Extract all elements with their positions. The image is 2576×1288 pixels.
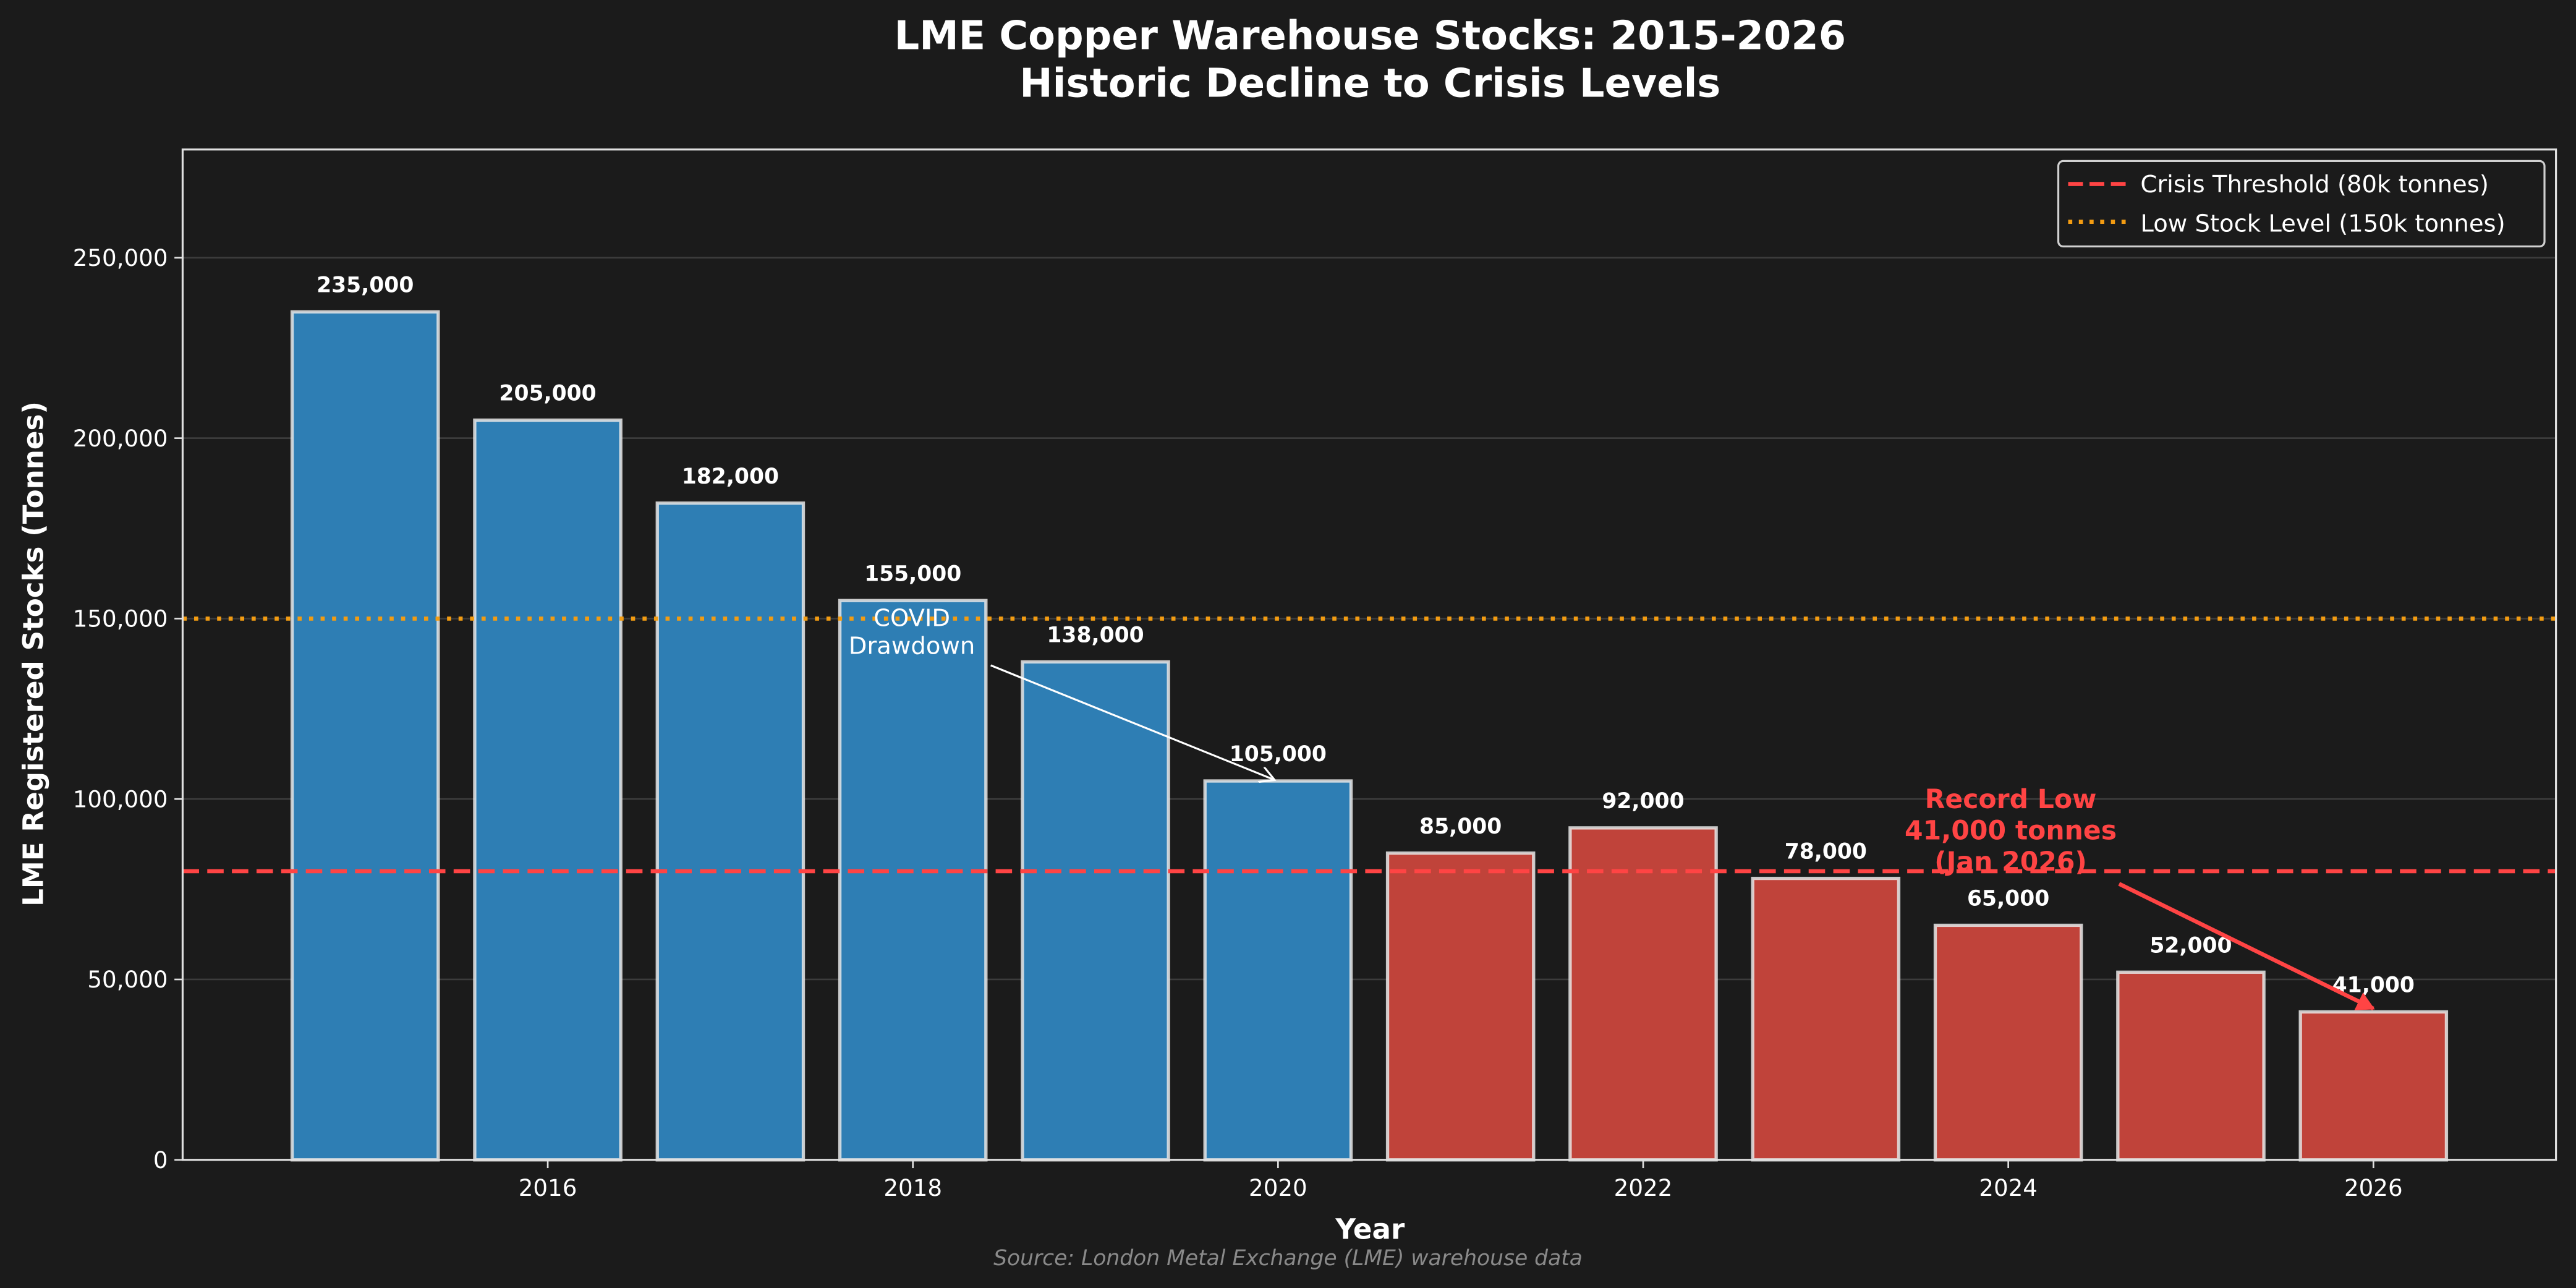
legend: Crisis Threshold (80k tonnes) Low Stock … [2057,160,2546,248]
bar-value-label: 65,000 [1967,887,2049,911]
covid-annotation-text: COVID [874,604,950,632]
bar-value-label: 85,000 [1419,814,1502,839]
record-low-annotation-text: Record Low [1925,785,2097,815]
bar [290,310,440,1162]
bar-value-label: 52,000 [2149,933,2232,958]
bar [1203,779,1353,1162]
bar [1385,851,1536,1162]
bar [1021,660,1170,1162]
x-tick-label: 2022 [1614,1174,1673,1201]
y-tick-label: 150,000 [73,605,168,633]
x-tick-label: 2024 [1979,1174,2038,1201]
bar [1751,876,1901,1162]
x-tick-label: 2026 [2344,1174,2403,1201]
legend-frame [2057,160,2546,248]
bar [655,501,806,1162]
bar-value-label: 155,000 [864,561,961,586]
y-tick-label: 50,000 [87,966,168,993]
source-note: Source: London Metal Exchange (LME) ware… [993,1246,1583,1271]
bar-value-label: 205,000 [499,382,596,406]
record-low-annotation-text: 41,000 tonnes [1905,816,2117,847]
chart-subtitle: Historic Decline to Crisis Levels [1019,61,1720,107]
bar-value-label: 78,000 [1785,840,1867,864]
y-tick-label: 0 [153,1146,168,1174]
bar [473,418,623,1162]
bar-value-label: 105,000 [1230,742,1327,767]
bar [2298,1010,2449,1162]
y-tick-label: 100,000 [73,785,168,812]
x-tick-label: 2020 [1249,1174,1307,1201]
y-tick-label: 200,000 [73,425,168,452]
bar [1568,826,1718,1162]
bar [2116,970,2266,1162]
y-axis-label: LME Registered Stocks (Tonnes) [17,401,50,906]
bar [1933,923,2083,1162]
record-low-arrow [2118,882,2375,1011]
bar-value-label: 92,000 [1602,789,1684,814]
covid-annotation-text: Drawdown [849,632,976,660]
x-tick-label: 2016 [519,1174,577,1201]
chart-title: LME Copper Warehouse Stocks: 2015-2026 [895,14,1847,59]
plot-frame [181,148,2557,1161]
bar-value-label: 138,000 [1047,623,1144,648]
y-tick-label: 250,000 [73,244,168,271]
bar-value-label: 182,000 [682,464,779,489]
bar [838,599,988,1162]
record-low-annotation-text: (Jan 2026) [1934,847,2087,877]
x-tick-label: 2018 [883,1174,942,1201]
bar-value-label: 235,000 [317,273,414,297]
covid-arrow [990,664,1273,779]
legend-crisis-label: Crisis Threshold (80k tonnes) [2140,171,2488,198]
legend-low-stock-label: Low Stock Level (150k tonnes) [2140,210,2505,238]
x-axis-label: Year [1335,1213,1405,1245]
